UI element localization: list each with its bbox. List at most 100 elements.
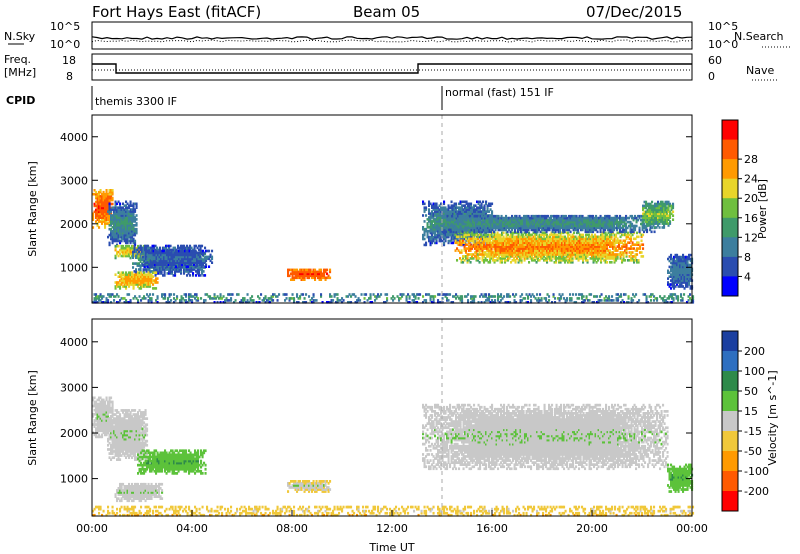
power-cell	[443, 212, 446, 215]
power-cell	[201, 268, 204, 271]
power-cell	[570, 237, 573, 241]
power-cell	[425, 208, 428, 211]
power-cell	[440, 220, 443, 223]
power-cell	[184, 246, 187, 250]
power-cell	[487, 253, 490, 256]
power-cell	[600, 259, 603, 262]
power-cell	[577, 222, 580, 226]
power-cell	[544, 228, 547, 232]
power-cell	[465, 257, 468, 260]
power-cell	[189, 268, 192, 271]
power-cell	[434, 202, 437, 206]
power-cell	[581, 214, 584, 218]
power-cell	[467, 202, 470, 206]
power-cell	[487, 239, 490, 243]
power-cell	[146, 257, 149, 261]
power-cell	[556, 251, 559, 254]
power-cell	[604, 237, 607, 241]
power-cell	[565, 245, 568, 248]
power-cell	[441, 218, 444, 221]
power-cell	[491, 226, 494, 230]
power-cell	[565, 220, 568, 224]
power-cell	[309, 270, 312, 274]
power-cell	[610, 220, 613, 224]
power-cell	[141, 246, 144, 250]
power-cell	[593, 226, 596, 230]
power-cell	[559, 249, 562, 252]
power-cell	[490, 243, 493, 246]
power-cell	[558, 237, 561, 241]
power-cell	[455, 208, 458, 211]
noise-right-tick-top: 10^5	[708, 20, 738, 33]
power-cell	[132, 262, 135, 265]
power-cell	[469, 239, 472, 243]
power-cell	[567, 247, 570, 250]
power-cell	[129, 237, 132, 241]
power-cell	[536, 222, 539, 226]
power-cell	[559, 239, 562, 243]
power-cell	[181, 259, 184, 263]
power-cell	[570, 241, 573, 244]
power-cell	[583, 239, 586, 243]
power-cell	[607, 251, 610, 254]
power-cell	[444, 210, 447, 213]
power-cell	[537, 245, 540, 248]
power-cell	[189, 274, 192, 277]
power-cell	[517, 216, 520, 220]
power-cell	[557, 222, 560, 226]
power-cell	[633, 247, 636, 250]
power-cell	[134, 224, 137, 227]
power-cell	[577, 235, 580, 239]
power-cell	[440, 210, 443, 213]
power-cell	[622, 257, 625, 260]
power-cell	[450, 233, 453, 237]
power-cell	[104, 210, 107, 214]
power-cell	[185, 255, 188, 259]
power-cell	[440, 214, 443, 217]
power-cell	[152, 257, 155, 261]
power-cell	[110, 216, 113, 219]
power-cell	[490, 249, 493, 252]
power-cell	[200, 265, 203, 268]
power-cell	[108, 206, 111, 209]
power-cell	[547, 239, 550, 243]
power-cell	[129, 283, 132, 286]
power-cell	[177, 270, 180, 273]
power-cell	[568, 226, 571, 230]
power-cell	[499, 245, 502, 248]
power-cell	[565, 224, 568, 228]
power-cell	[538, 255, 541, 258]
power-cell	[528, 241, 531, 244]
power-cell	[549, 257, 552, 260]
power-cell	[544, 216, 547, 220]
power-cell	[507, 253, 510, 256]
power-cell	[146, 285, 149, 288]
power-cell	[531, 241, 534, 244]
power-cell	[492, 259, 495, 262]
power-cell	[123, 231, 126, 235]
power-cell	[580, 216, 583, 220]
power-cell	[311, 272, 314, 276]
power-cell	[149, 277, 152, 280]
power-cell	[500, 220, 503, 224]
power-cell	[317, 270, 320, 274]
power-cell	[504, 243, 507, 246]
power-cell	[138, 281, 141, 284]
power-cell	[564, 239, 567, 243]
power-cell	[610, 243, 613, 246]
power-cell	[461, 233, 464, 237]
power-cell	[134, 275, 137, 278]
power-cell	[193, 257, 196, 261]
power-cell	[532, 243, 535, 246]
power-cell	[571, 222, 574, 226]
power-cell	[562, 224, 565, 228]
power-cell	[583, 249, 586, 252]
power-cell	[120, 212, 123, 215]
power-cell	[586, 243, 589, 246]
power-cell	[496, 243, 499, 246]
power-cell	[563, 226, 566, 230]
power-cell	[538, 228, 541, 232]
power-cell	[182, 251, 185, 255]
power-cell	[125, 206, 128, 209]
